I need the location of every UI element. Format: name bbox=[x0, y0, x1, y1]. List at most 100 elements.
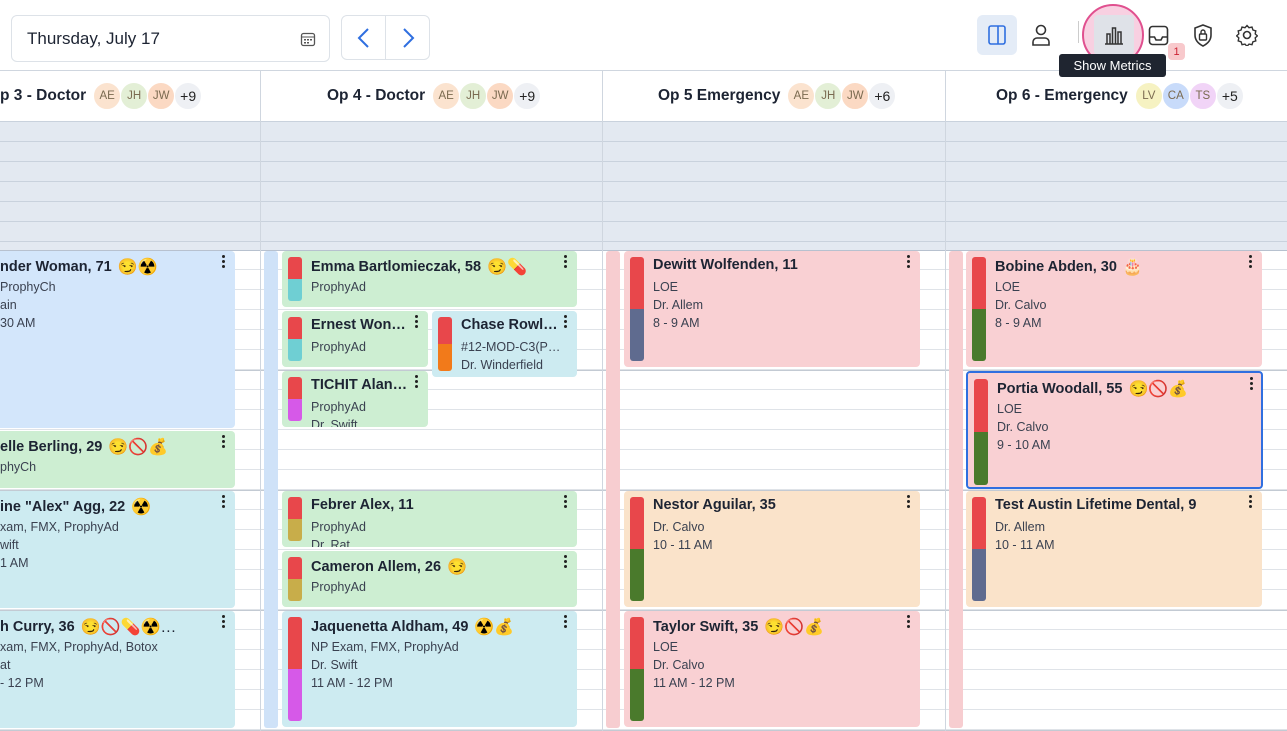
patient-row: elle Berling, 29 😏🚫💰 bbox=[0, 437, 168, 457]
appointment-detail: NP Exam, FMX, ProphyAd bbox=[311, 640, 459, 654]
menu-button[interactable] bbox=[415, 375, 419, 389]
patient-row: Cameron Allem, 26 😏 bbox=[311, 557, 467, 577]
provider-avatar[interactable]: JH bbox=[120, 82, 149, 110]
menu-button[interactable] bbox=[564, 615, 568, 629]
provider-avatar[interactable]: JH bbox=[814, 82, 843, 110]
appointment-card[interactable]: Bobine Abden, 30 🎂 LOE Dr. Calvo 8 - 9 AM bbox=[966, 251, 1262, 367]
appointment-detail: Dr. Calvo bbox=[653, 658, 705, 672]
column-divider bbox=[260, 71, 261, 731]
menu-button[interactable] bbox=[564, 555, 568, 569]
appointment-card[interactable]: Cameron Allem, 26 😏 ProphyAd bbox=[282, 551, 577, 607]
appointment-card[interactable]: ine "Alex" Agg, 22 ☢️ xam, FMX, ProphyAd wi… bbox=[0, 491, 235, 608]
appointment-detail: Dr. Calvo bbox=[995, 298, 1047, 312]
appointment-detail: #12-MOD-C3(P… bbox=[461, 340, 561, 354]
provider-avatar[interactable]: CA bbox=[1161, 82, 1190, 110]
split-view-button[interactable] bbox=[977, 15, 1017, 55]
provider-avatar[interactable]: +5 bbox=[1215, 82, 1244, 110]
user-button[interactable] bbox=[1031, 24, 1051, 46]
appointment-card[interactable]: Ernest Won… ProphyAd bbox=[282, 311, 428, 367]
menu-button[interactable] bbox=[564, 495, 568, 509]
status-bar bbox=[972, 257, 986, 309]
blocked-hours bbox=[0, 121, 1287, 251]
patient-name: Bobine Abden, 30 bbox=[995, 259, 1117, 275]
alert-icons: 😏 bbox=[447, 559, 467, 576]
menu-dot bbox=[907, 495, 910, 498]
patient-row: Test Austin Lifetime Dental, 9 bbox=[995, 497, 1196, 513]
menu-dot bbox=[222, 435, 225, 438]
appointment-detail: 1 AM bbox=[0, 556, 29, 570]
menu-button[interactable] bbox=[907, 255, 911, 269]
menu-button[interactable] bbox=[1250, 377, 1254, 391]
menu-button[interactable] bbox=[222, 495, 226, 509]
menu-button[interactable] bbox=[1249, 255, 1253, 269]
next-day[interactable] bbox=[398, 26, 418, 50]
provider-avatar[interactable]: +6 bbox=[868, 82, 897, 110]
security-button[interactable] bbox=[1193, 24, 1213, 47]
inbox-badge: 1 bbox=[1168, 43, 1185, 60]
patient-row: Bobine Abden, 30 🎂 bbox=[995, 257, 1143, 277]
patient-name: h Curry, 36 bbox=[0, 619, 75, 635]
provider-avatar[interactable]: AE bbox=[93, 82, 122, 110]
menu-button[interactable] bbox=[415, 315, 419, 329]
provider-avatar[interactable]: JW bbox=[841, 82, 870, 110]
menu-button[interactable] bbox=[907, 615, 911, 629]
menu-dot bbox=[1249, 500, 1252, 503]
patient-row: TICHIT Alan… bbox=[311, 377, 407, 393]
appointment-detail: Dr. Allem bbox=[653, 298, 704, 312]
menu-dot bbox=[564, 620, 567, 623]
menu-dot bbox=[415, 325, 418, 328]
provider-avatar[interactable]: +9 bbox=[174, 82, 203, 110]
prev-day[interactable] bbox=[354, 26, 374, 50]
menu-button[interactable] bbox=[1249, 495, 1253, 509]
patient-row: Nestor Aguilar, 35 bbox=[653, 497, 776, 513]
menu-button[interactable] bbox=[222, 615, 226, 629]
date-picker[interactable]: Thursday, July 17 bbox=[11, 15, 330, 62]
appointment-card[interactable]: Portia Woodall, 55 😏🚫💰 LOE Dr. Calvo 9 - 10 … bbox=[966, 371, 1263, 489]
provider-avatar[interactable]: LV bbox=[1134, 82, 1163, 110]
appointment-card[interactable]: Emma Bartlomieczak, 58 😏💊 ProphyAd bbox=[282, 251, 577, 307]
appointment-card[interactable]: Febrer Alex, 11 ProphyAd Dr. Rat bbox=[282, 491, 577, 547]
appointment-card[interactable]: Chase Rowl… #12-MOD-C3(P… Dr. Winderfield bbox=[432, 311, 577, 377]
provider-avatar[interactable]: JW bbox=[486, 82, 515, 110]
appointment-card[interactable]: h Curry, 36 😏🚫💊☢️… xam, FMX, ProphyAd, Bot… bbox=[0, 611, 235, 728]
appointment-card[interactable]: elle Berling, 29 😏🚫💰 phyCh bbox=[0, 431, 235, 488]
menu-dot bbox=[222, 260, 225, 263]
menu-button[interactable] bbox=[222, 255, 226, 269]
appointment-detail: 11 AM - 12 PM bbox=[653, 676, 735, 690]
settings-button[interactable] bbox=[1236, 24, 1258, 46]
menu-dot bbox=[564, 315, 567, 318]
appointment-card[interactable]: Nestor Aguilar, 35 Dr. Calvo 10 - 11 AM bbox=[624, 491, 920, 607]
menu-button[interactable] bbox=[222, 435, 226, 449]
status-bar bbox=[288, 317, 302, 339]
appointment-card[interactable]: TICHIT Alan… ProphyAd Dr. Swift bbox=[282, 371, 428, 427]
appointment-card[interactable]: nder Woman, 71 😏☢️ ProphyCh ain 30 AM bbox=[0, 251, 235, 428]
menu-button[interactable] bbox=[907, 495, 911, 509]
status-bar bbox=[974, 379, 988, 432]
provider-avatar[interactable]: AE bbox=[787, 82, 816, 110]
provider-avatar[interactable]: JW bbox=[147, 82, 176, 110]
appointment-detail: ProphyAd bbox=[311, 400, 366, 414]
menu-dot bbox=[564, 505, 567, 508]
patient-name: Ernest Won… bbox=[311, 317, 406, 333]
appointment-card[interactable]: Jaquenetta Aldham, 49 ☢️💰 NP Exam, FMX, Pr… bbox=[282, 611, 577, 727]
patient-row: ine "Alex" Agg, 22 ☢️ bbox=[0, 497, 151, 517]
appointment-card[interactable]: Test Austin Lifetime Dental, 9 Dr. Allem 1… bbox=[966, 491, 1262, 607]
provider-avatar[interactable]: AE bbox=[432, 82, 461, 110]
appointment-detail: 8 - 9 AM bbox=[653, 316, 700, 330]
inbox-button[interactable] bbox=[1148, 25, 1170, 47]
appointment-card[interactable]: Taylor Swift, 35 😏🚫💰 LOE Dr. Calvo 11 AM - 1… bbox=[624, 611, 920, 727]
menu-dot bbox=[907, 255, 910, 258]
appointment-detail: phyCh bbox=[0, 460, 37, 474]
status-bar bbox=[288, 519, 302, 541]
provider-avatar[interactable]: JH bbox=[459, 82, 488, 110]
patient-name: Jaquenetta Aldham, 49 bbox=[311, 619, 469, 635]
provider-avatar[interactable]: TS bbox=[1188, 82, 1217, 110]
menu-button[interactable] bbox=[564, 255, 568, 269]
menu-button[interactable] bbox=[564, 315, 568, 329]
appointment-card[interactable]: Dewitt Wolfenden, 11 LOE Dr. Allem 8 - 9 AM bbox=[624, 251, 920, 367]
status-bar bbox=[288, 279, 302, 301]
alert-icons: 😏🚫💊☢️… bbox=[80, 619, 177, 636]
menu-dot bbox=[564, 495, 567, 498]
provider-avatar[interactable]: +9 bbox=[513, 82, 542, 110]
